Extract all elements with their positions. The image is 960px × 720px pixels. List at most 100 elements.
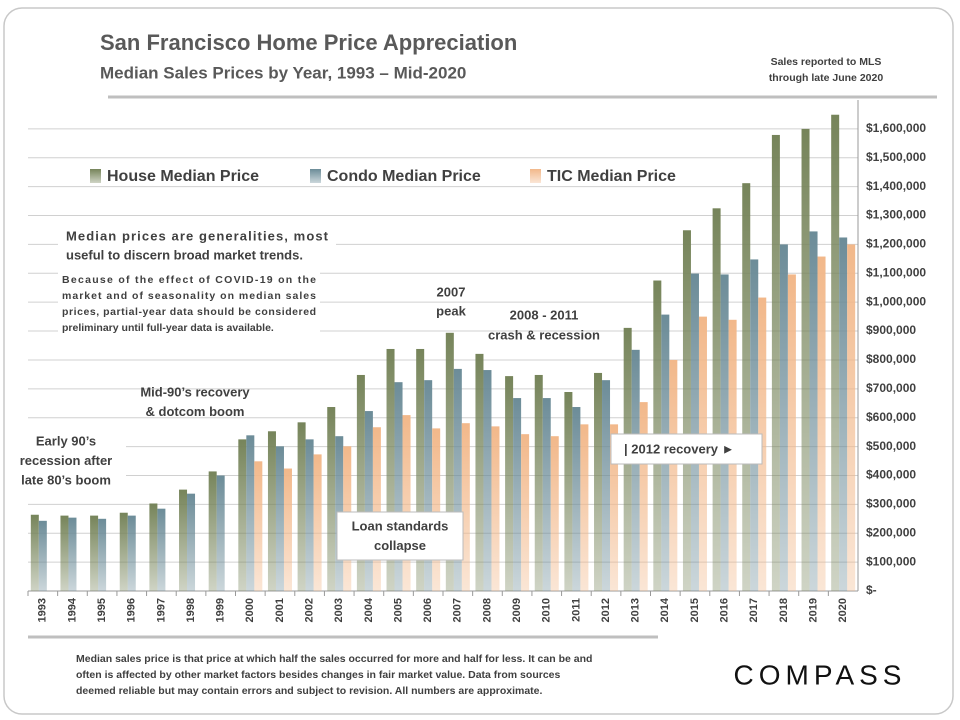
bar: [297, 422, 306, 591]
bar: [254, 461, 263, 591]
annotation: preliminary until full-year data is avai…: [62, 322, 274, 334]
x-tick-label: 2018: [778, 598, 790, 622]
annotation: collapse: [374, 538, 426, 553]
legend-swatch: [530, 169, 541, 183]
annotation-box: [8, 428, 126, 492]
bar: [750, 259, 759, 591]
x-tick-label: 2010: [541, 598, 553, 622]
x-tick-label: 2017: [748, 598, 760, 622]
x-tick-label: 2014: [659, 597, 671, 622]
x-tick-label: 2000: [244, 598, 256, 622]
bar: [505, 376, 514, 591]
y-tick-label: $1,300,000: [866, 208, 926, 222]
bar: [809, 231, 818, 591]
annotation: Median prices are generalities, most: [66, 228, 329, 243]
footnote: often is affected by other market factor…: [76, 669, 560, 681]
x-tick-label: 2009: [511, 598, 523, 622]
y-tick-label: $1,000,000: [866, 294, 926, 308]
bar: [98, 518, 107, 591]
x-tick-label: 2013: [630, 598, 642, 622]
annotation: Mid-90’s recovery: [140, 384, 250, 399]
chart-title: San Francisco Home Price Appreciation: [100, 30, 517, 55]
annotation: & dotcom boom: [146, 404, 245, 419]
bar: [119, 512, 128, 591]
bar: [610, 424, 619, 591]
bar: [521, 434, 530, 591]
bar: [534, 374, 543, 591]
x-tick-label: 2008: [481, 598, 493, 622]
annotation: market and of seasonality on median sale…: [62, 290, 316, 302]
bar: [432, 428, 441, 591]
legend-swatch: [310, 169, 321, 183]
bar: [475, 353, 484, 591]
bar: [68, 517, 77, 591]
footnote: deemed reliable but may contain errors a…: [76, 685, 542, 697]
annotation: useful to discern broad market trends.: [66, 247, 303, 262]
x-tick-label: 2004: [363, 597, 375, 622]
note: through late June 2020: [769, 72, 884, 84]
y-tick-label: $400,000: [866, 468, 916, 482]
bar: [594, 372, 603, 591]
bar: [550, 436, 559, 591]
bar: [787, 274, 796, 591]
y-tick-label: $700,000: [866, 381, 916, 395]
y-tick-label: $900,000: [866, 323, 916, 337]
bar: [216, 475, 225, 591]
bar: [372, 427, 381, 591]
x-tick-label: 2006: [422, 598, 434, 622]
x-tick-label: 2003: [333, 598, 345, 622]
bar: [364, 411, 373, 591]
bar: [779, 244, 788, 592]
bar: [179, 489, 188, 591]
bar: [580, 424, 589, 591]
y-tick-label: $200,000: [866, 525, 916, 539]
bar: [639, 402, 648, 591]
annotation-box: [610, 433, 763, 465]
y-tick-label: $1,600,000: [866, 121, 926, 135]
x-tick-label: 2019: [807, 598, 819, 622]
bar: [386, 348, 395, 591]
x-tick-label: 2012: [600, 598, 612, 622]
bar: [564, 392, 573, 591]
bar: [831, 114, 840, 591]
bar: [483, 370, 492, 591]
bar: [275, 446, 284, 591]
bar: [817, 256, 826, 591]
bar: [669, 359, 678, 591]
annotation-box: [336, 511, 464, 561]
bar: [38, 520, 47, 591]
x-tick-label: 1994: [66, 597, 78, 622]
footnote: Median sales price is that price at whic…: [76, 653, 592, 665]
legend-label: TIC Median Price: [547, 168, 676, 185]
annotation: recession after: [20, 453, 113, 468]
bar: [839, 237, 848, 592]
y-tick-label: $300,000: [866, 497, 916, 511]
bar: [491, 426, 500, 591]
legend-label: Condo Median Price: [327, 168, 481, 185]
bar: [445, 332, 454, 591]
annotation: Because of the effect of COVID-19 on the: [62, 274, 316, 286]
annotation: prices, partial-year data should be cons…: [62, 306, 316, 318]
annotation: crash & recession: [488, 327, 600, 342]
bar: [356, 374, 365, 591]
x-tick-label: 1996: [126, 598, 138, 622]
annotation: 2007: [437, 284, 466, 299]
bar: [402, 415, 411, 591]
x-tick-label: 2020: [837, 598, 849, 622]
bar: [513, 398, 522, 591]
y-tick-label: $800,000: [866, 352, 916, 366]
bar: [542, 398, 551, 591]
bar: [394, 382, 403, 591]
bar: [149, 503, 158, 591]
bar: [453, 368, 462, 591]
bar: [720, 274, 729, 591]
x-tick-label: 2005: [392, 598, 404, 622]
annotation: late 80’s boom: [21, 472, 111, 487]
x-tick-label: 1995: [96, 598, 108, 622]
legend-swatch: [90, 169, 101, 183]
bar: [631, 349, 640, 591]
bar: [283, 468, 292, 591]
bar: [461, 423, 470, 591]
x-tick-label: 2002: [304, 598, 316, 622]
